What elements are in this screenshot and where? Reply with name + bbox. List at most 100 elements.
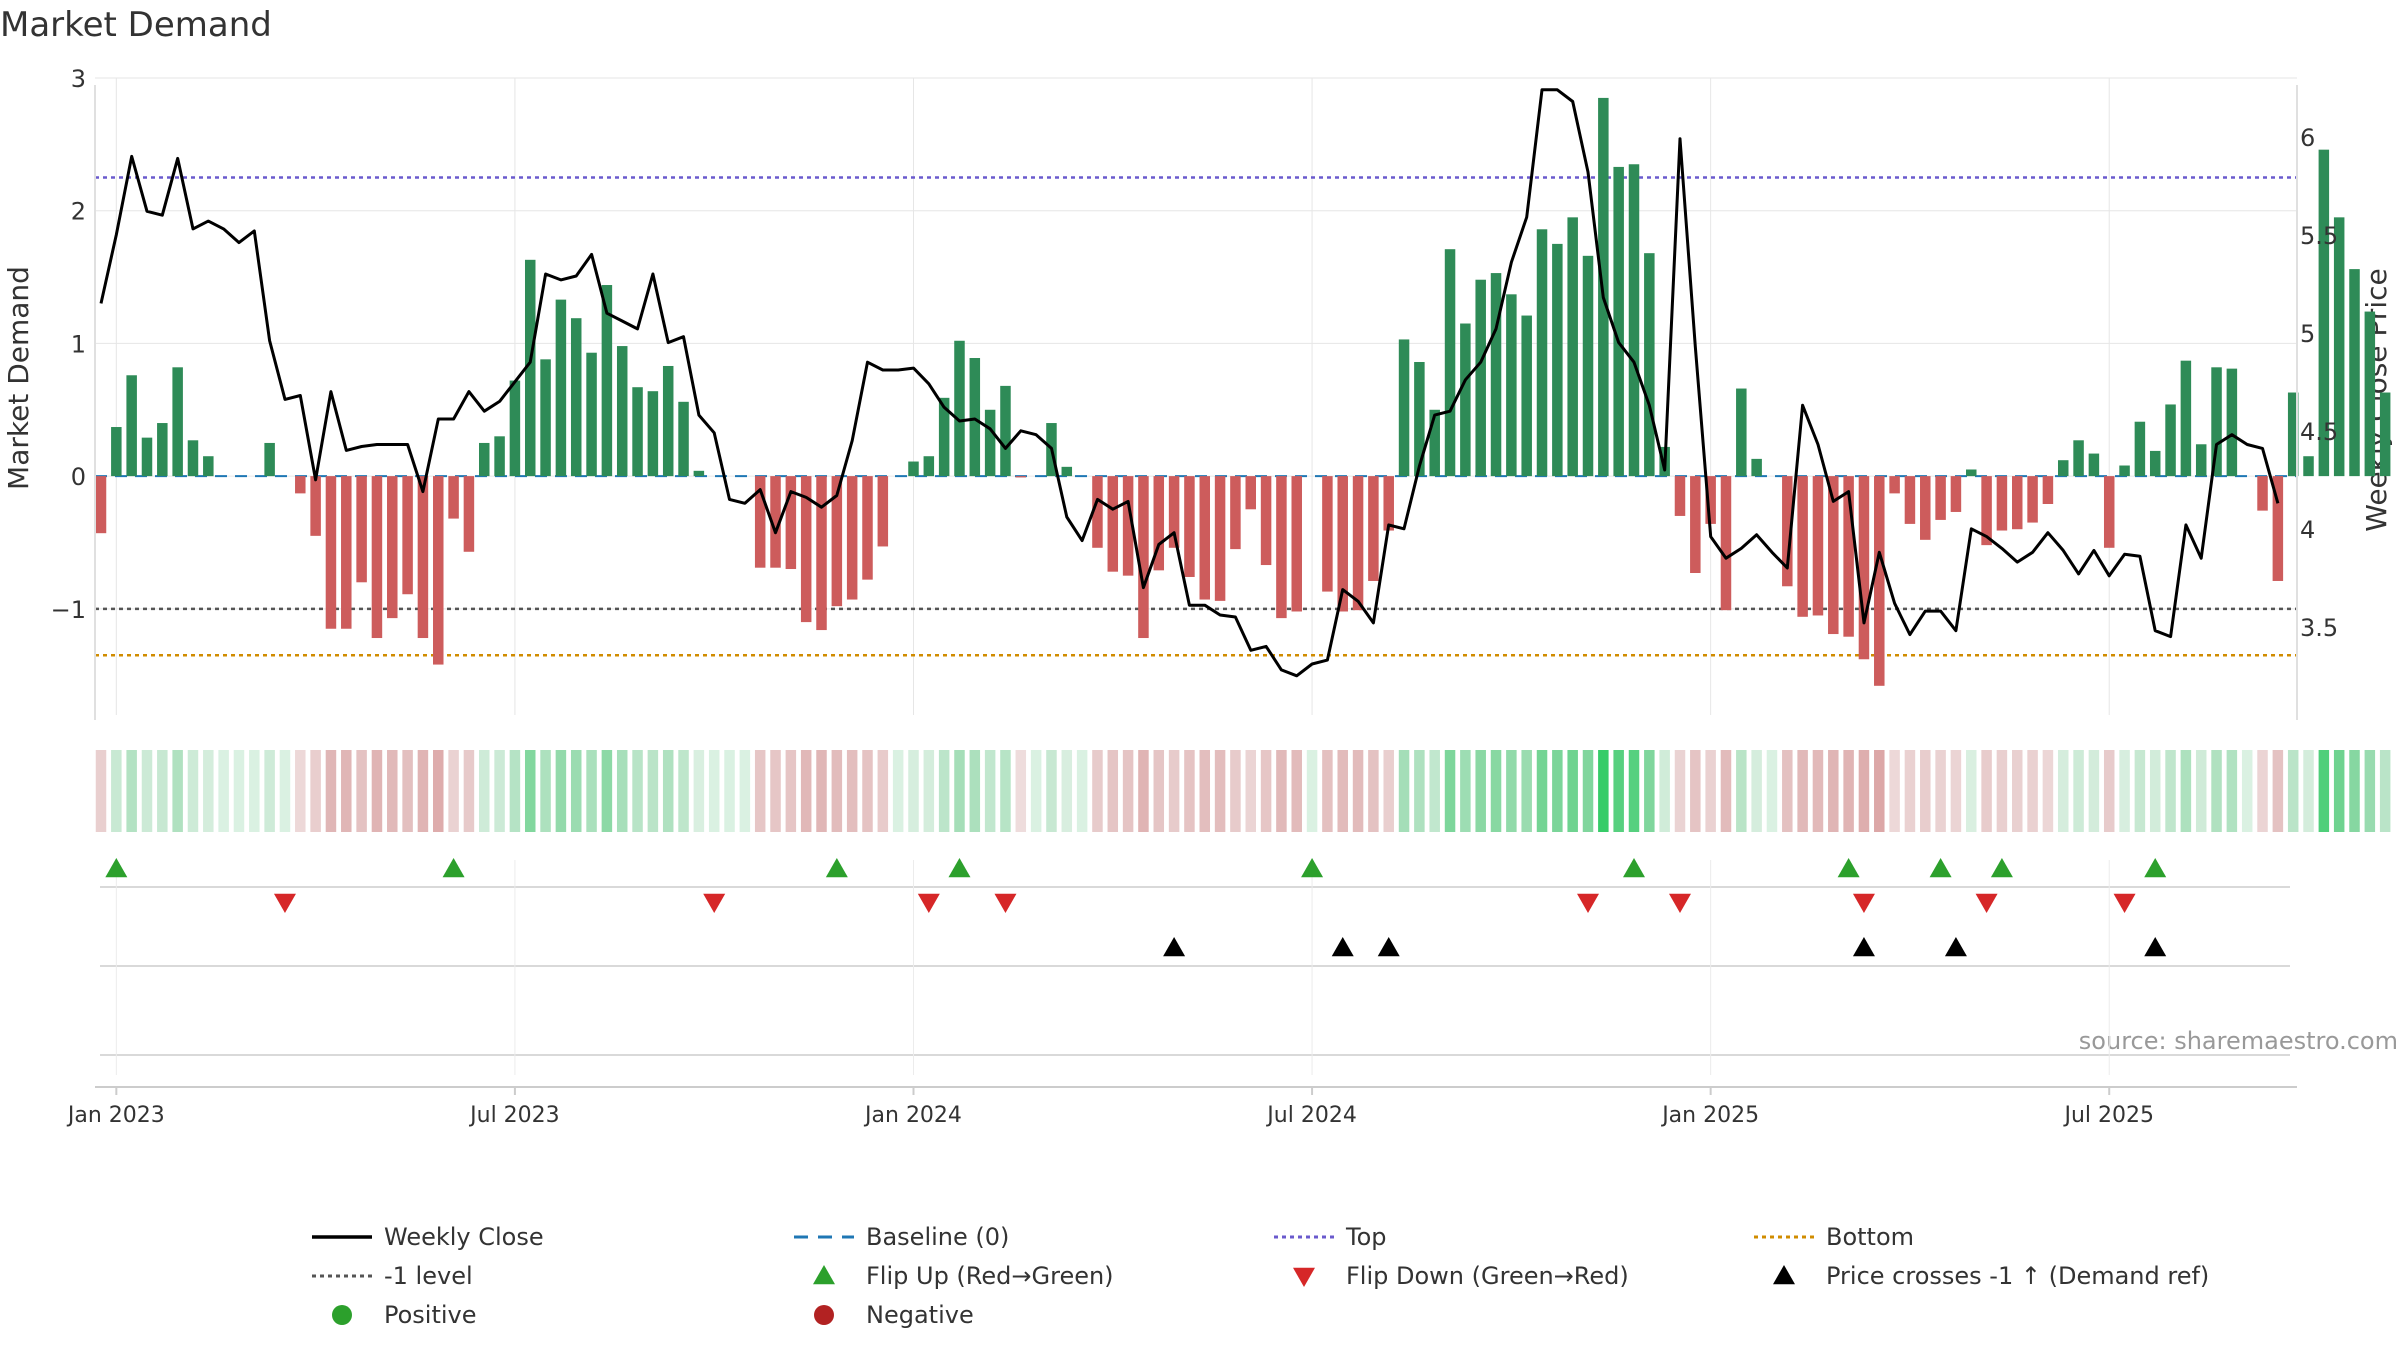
demand-bar	[1429, 409, 1440, 477]
strip-cell	[846, 750, 858, 832]
axes: 3 2 1 0 −1 6 5.5 5 4.5 4 3.5	[51, 65, 2338, 720]
strip-cell	[279, 750, 291, 832]
strip-cell	[632, 750, 643, 832]
demand-bar	[126, 375, 137, 477]
demand-bar	[1475, 279, 1486, 477]
flip-down-marker	[1577, 893, 1600, 913]
demand-bar	[325, 476, 337, 629]
demand-bar	[1322, 476, 1333, 592]
strip-cell	[1858, 750, 1870, 832]
strip-cell	[1552, 750, 1563, 832]
strip-cell	[509, 750, 521, 832]
demand-bar	[1092, 476, 1103, 548]
strip-cell	[2195, 750, 2207, 832]
y-tick-label: 0	[71, 463, 86, 491]
strip-cell	[1751, 750, 1762, 832]
demand-bar	[2042, 476, 2054, 504]
demand-bar	[524, 259, 536, 477]
strip-cell	[2073, 750, 2084, 832]
legend-swatch-triangle-up	[1773, 1265, 1795, 1285]
demand-bar	[1000, 385, 1011, 477]
strip-cell	[2364, 750, 2376, 832]
strip-cell	[387, 750, 398, 832]
legend-swatch-circle	[814, 1305, 834, 1325]
strip-cell	[1812, 750, 1824, 832]
legend-item: Top	[1274, 1223, 1387, 1251]
demand-bar	[1015, 476, 1027, 478]
demand-bar	[785, 476, 797, 570]
demand-bar	[2027, 476, 2038, 523]
strip-cell	[1306, 750, 1318, 832]
demand-bar	[1720, 476, 1732, 611]
chart-title: Market Demand	[0, 5, 272, 45]
legend-item: -1 level	[312, 1262, 473, 1290]
demand-bar	[2012, 476, 2023, 530]
demand-bar	[2318, 149, 2330, 477]
demand-bar	[1368, 476, 1379, 581]
demand-bar	[1337, 476, 1348, 612]
strip-cell	[356, 750, 367, 832]
legend-item: Positive	[332, 1301, 477, 1329]
strip-cell	[2287, 750, 2299, 832]
strip-cell	[1797, 750, 1808, 832]
strip-cell	[1199, 750, 1211, 832]
strip-cell	[2119, 750, 2130, 832]
strip-cell	[479, 750, 490, 832]
strip-cell	[2333, 750, 2345, 832]
strip-cell	[969, 750, 981, 832]
strip-cell	[724, 750, 735, 832]
legend-label: Flip Down (Green→Red)	[1346, 1262, 1629, 1290]
strip-cell	[1889, 750, 1900, 832]
strip-cell	[218, 750, 229, 832]
demand-bar	[1414, 361, 1425, 477]
legend-item: Price crosses -1 ↑ (Demand ref)	[1773, 1262, 2209, 1290]
demand-bar	[1230, 476, 1241, 550]
strip-cell	[877, 750, 889, 832]
strip-cell	[1138, 750, 1149, 832]
demand-bar	[1291, 476, 1302, 612]
strip-cell	[1383, 750, 1394, 832]
strip-cell	[172, 750, 183, 832]
demand-bar	[1260, 476, 1272, 566]
demand-bar	[2364, 311, 2376, 477]
x-tick-label: Jul 2025	[2062, 1103, 2154, 1128]
demand-bar	[2134, 421, 2146, 477]
strip-cell	[1444, 750, 1456, 832]
strip-cell	[908, 750, 919, 832]
demand-bar	[693, 470, 705, 477]
demand-bar	[402, 476, 413, 595]
demand-bar	[862, 476, 873, 580]
flip-down-marker	[273, 893, 296, 913]
demand-bar	[1996, 476, 2008, 531]
demand-bar	[1398, 339, 1410, 477]
y2-tick-label: 4	[2300, 516, 2315, 544]
demand-bar	[1460, 323, 1471, 477]
y-tick-label: 1	[71, 330, 86, 358]
demand-bar	[2149, 450, 2161, 477]
demand-bar	[770, 476, 781, 568]
demand-bar	[295, 476, 306, 494]
strip-cell	[2272, 750, 2284, 832]
demand-bar	[831, 476, 843, 607]
x-tick-label: Jul 2023	[468, 1103, 560, 1128]
strip-cell	[1107, 750, 1119, 832]
strip-cell	[1690, 750, 1701, 832]
demand-bar	[341, 476, 352, 629]
strip-cell	[341, 750, 352, 832]
legend-item: Weekly Close	[312, 1223, 544, 1251]
demand-bar	[1490, 273, 1502, 477]
strip-cell	[2134, 750, 2146, 832]
demand-bar	[1153, 476, 1165, 571]
demand-bar	[1690, 476, 1701, 574]
demand-bar	[1812, 476, 1824, 616]
strip-cell	[785, 750, 797, 832]
strip-cell	[1720, 750, 1732, 832]
strip-cell	[1214, 750, 1226, 832]
demand-bar	[1674, 476, 1686, 516]
strip-cell	[95, 750, 107, 832]
demand-bar	[1199, 476, 1211, 600]
y2-tick-label: 4.5	[2300, 418, 2338, 446]
strip-cell	[1628, 750, 1640, 832]
demand-bar	[264, 442, 275, 477]
flip-up-marker	[1990, 858, 2013, 878]
